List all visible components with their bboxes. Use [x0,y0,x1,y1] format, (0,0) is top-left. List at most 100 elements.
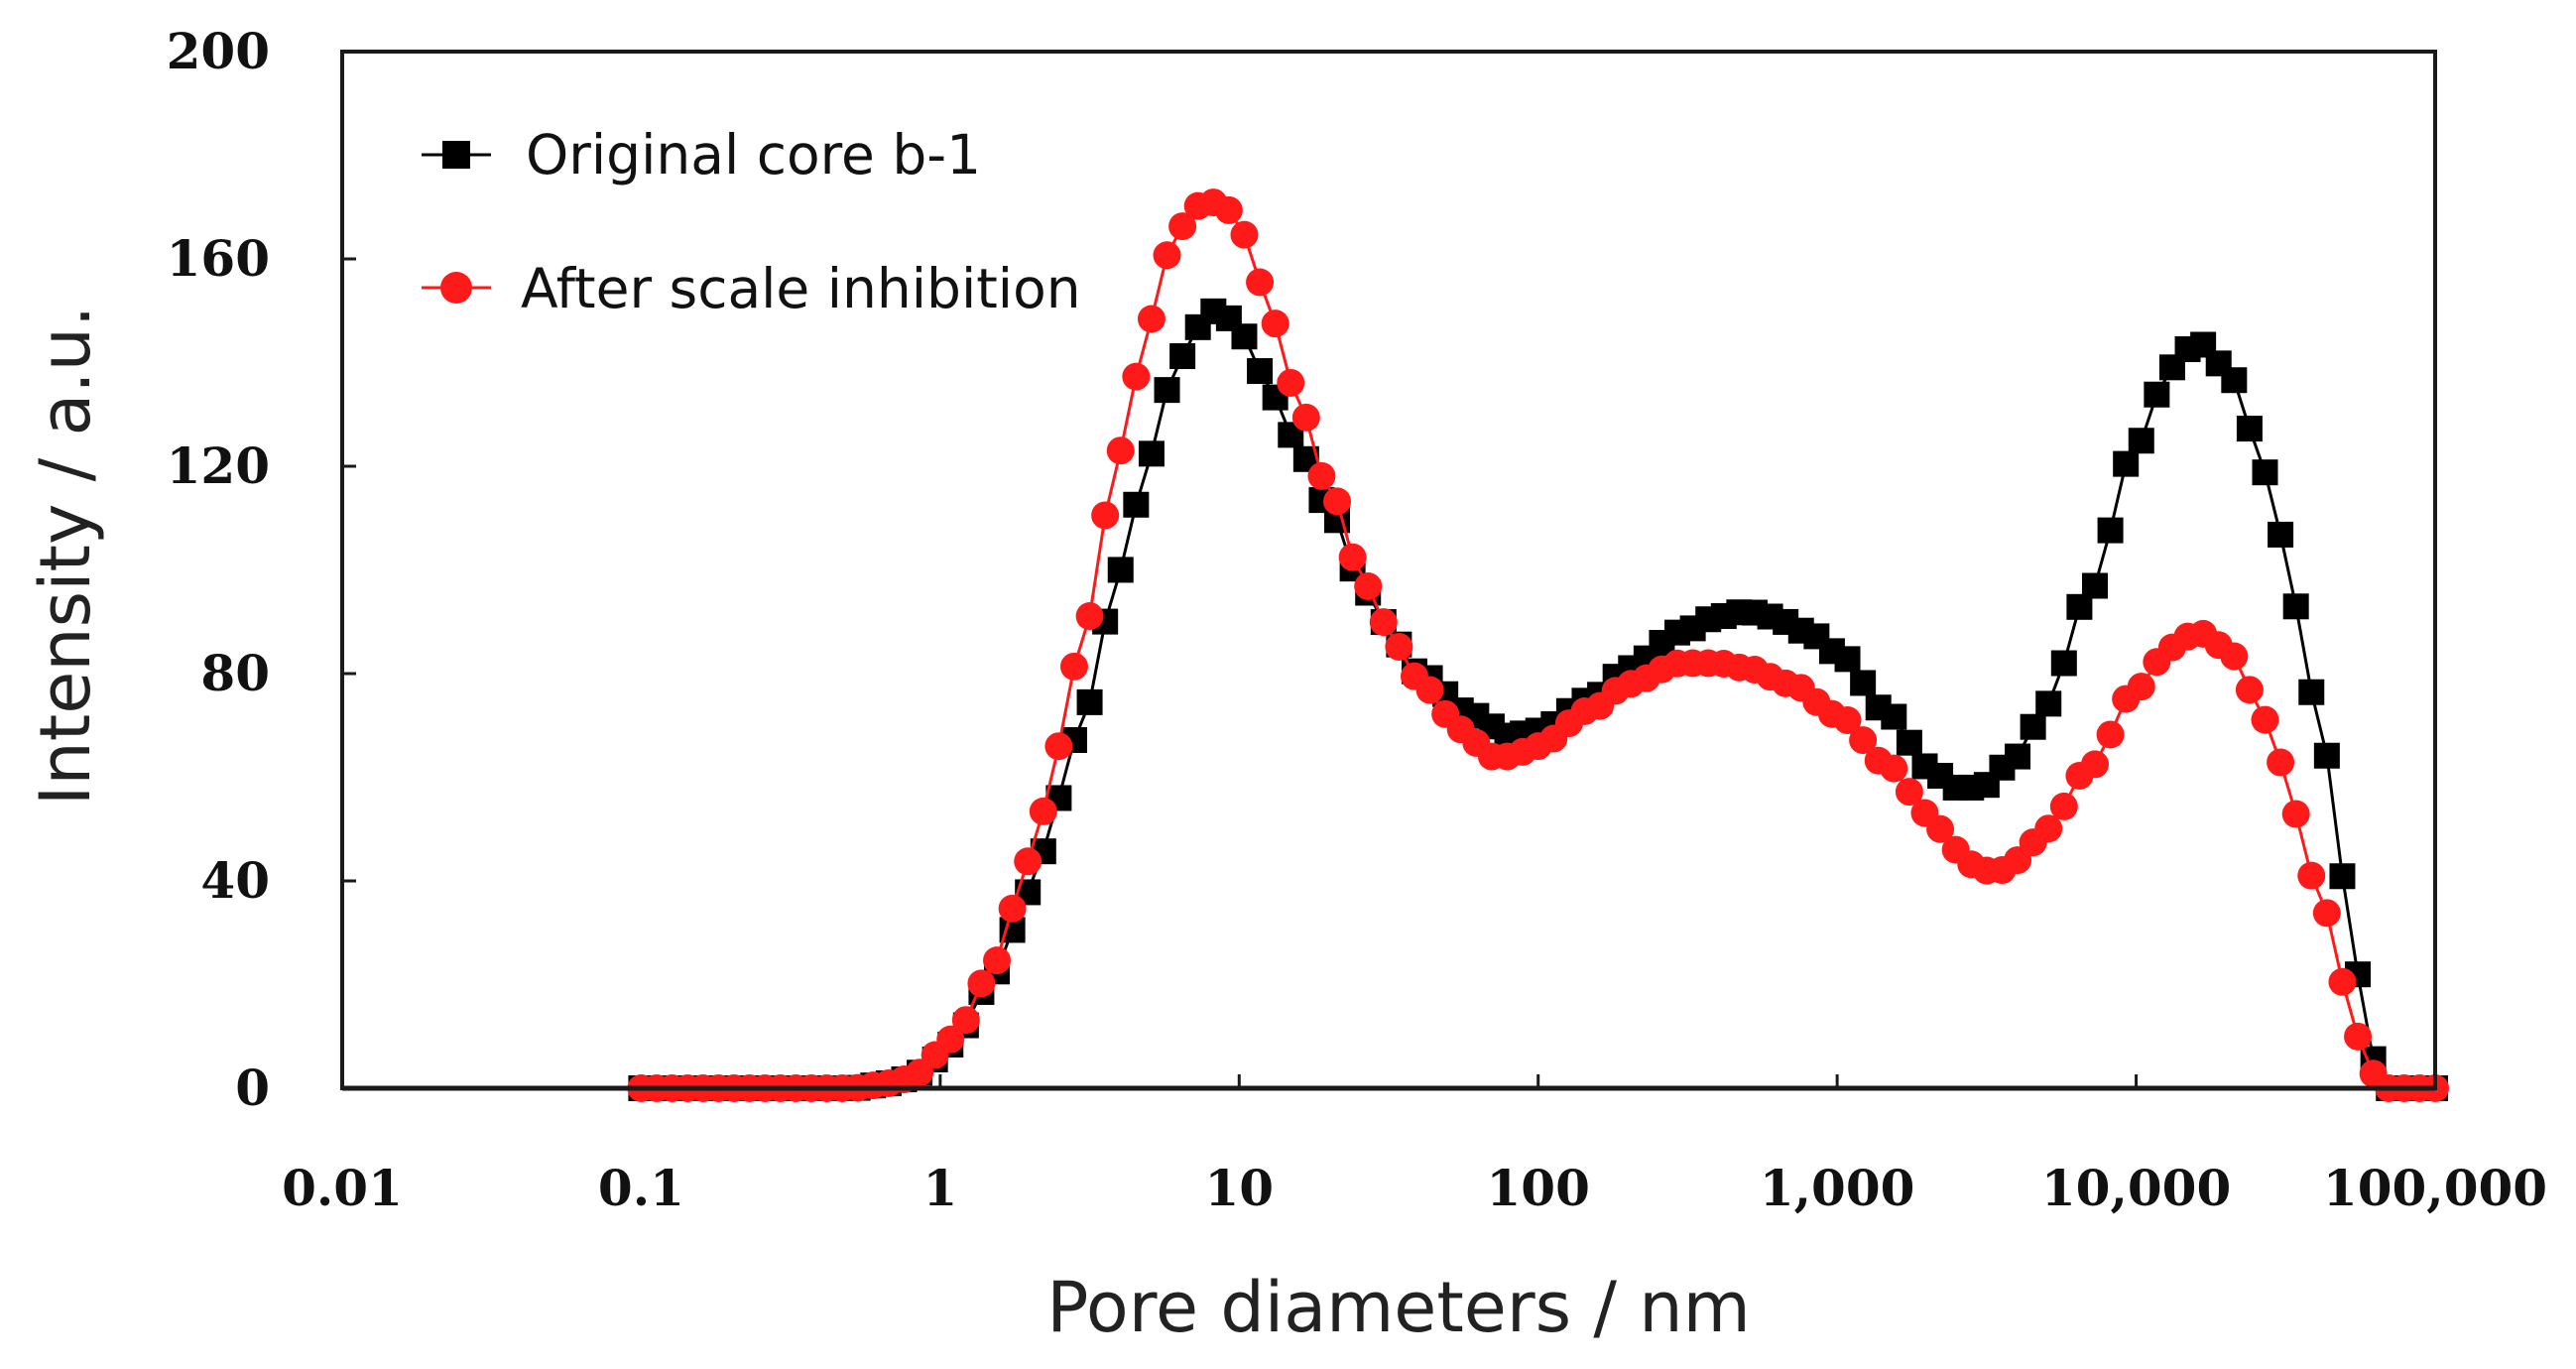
y-tick-label: 200 [167,22,270,80]
x-axis-title: Pore diameters / nm [1046,1267,1751,1348]
data-point-after [1230,220,1259,249]
data-point-after [1091,501,1120,530]
data-point-after [2328,967,2357,996]
data-point-after [1044,732,1073,761]
data-point-original [2097,517,2124,544]
data-point-after [1059,652,1088,681]
data-point-after [967,969,996,998]
data-point-after [1895,778,1923,807]
data-point-original [2268,521,2294,548]
data-point-original [2020,713,2046,740]
legend: Original core b-1 After scale inhibition [422,123,1081,320]
data-point-after [1168,212,1197,241]
legend-label-original: Original core b-1 [526,123,981,187]
data-point-original [2005,743,2031,770]
data-point-original [1107,557,1134,583]
data-point-after [2267,748,2295,777]
x-tick-label: 10,000 [2041,1159,2231,1217]
x-axis-tick-labels: 0.01 0.1 1 10 100 1,000 10,000 100,000 [282,1159,2547,1217]
x-tick-label: 100,000 [2323,1159,2547,1217]
data-point-after [1385,632,1413,661]
data-point-after [936,1025,965,1054]
data-point-original [2035,690,2062,717]
plot-frame [340,50,2437,1090]
data-point-after [2080,750,2109,779]
data-point-original [2113,450,2140,477]
y-tick-label: 80 [200,644,270,702]
data-point-after [1261,310,1289,338]
y-axis-title: Intensity / a.u. [25,306,106,807]
legend-entry-after: After scale inhibition [422,257,1081,320]
x-tick-label: 10 [1204,1159,1274,1217]
y-tick-label: 0 [235,1058,270,1117]
data-point-after [983,946,1012,975]
data-point-original [2236,416,2263,442]
data-point-after [1137,305,1165,333]
data-point-original [1138,440,1165,467]
y-tick-label: 40 [200,851,270,910]
data-point-after [1291,403,1320,432]
data-point-original [1881,703,1907,730]
data-point-after [1307,461,1336,490]
data-point-original [2081,572,2108,599]
data-point-after [1323,487,1352,516]
legend-marker-after [440,272,472,304]
x-tick-label: 1 [922,1159,957,1217]
y-tick-label: 120 [167,436,270,495]
data-point-after [1214,195,1243,224]
data-point-after [2344,1022,2373,1051]
data-point-original [1123,491,1150,518]
data-point-original [1247,358,1274,385]
series-after [627,188,2449,1102]
data-point-after [1277,368,1305,397]
data-point-after [2049,792,2078,820]
data-point-after [1833,706,1862,735]
data-point-original [1231,323,1258,350]
data-point-original [2329,863,2356,890]
data-point-after [2235,676,2264,704]
data-point-after [1849,726,1878,755]
y-tick-label: 160 [167,229,270,288]
data-point-original [1154,377,1180,404]
series-layer [627,188,2449,1102]
data-point-original [2050,650,2077,677]
data-point-after [1106,436,1135,465]
series-original [628,298,2448,1101]
data-point-original [1896,729,1922,756]
data-point-after [1926,814,1955,843]
data-point-original [1076,688,1103,715]
data-point-original [2144,381,2170,408]
x-tick-label: 100 [1487,1159,1590,1217]
data-point-original [2252,459,2278,486]
legend-entry-original: Original core b-1 [422,123,981,187]
data-point-original [1169,343,1196,370]
data-point-original [1850,670,1877,696]
data-point-after [1338,543,1367,571]
data-point-original [2298,679,2325,705]
y-axis-ticks [342,257,356,883]
data-point-after [1246,268,1275,297]
data-point-original [2128,428,2154,454]
y-axis-tick-labels: 0 40 80 120 160 200 [167,22,270,1117]
data-point-after [2281,800,2310,828]
data-point-original [2282,593,2309,620]
data-point-after [2220,642,2249,671]
data-point-original [2221,367,2248,394]
data-point-after [951,1006,980,1035]
data-point-original [2313,742,2340,769]
data-point-after [1122,362,1151,391]
data-point-after [2034,814,2063,843]
series-line-original [641,309,2435,1090]
x-tick-label: 0.1 [598,1159,684,1217]
legend-marker-original [442,141,470,169]
data-point-after [1075,602,1104,631]
data-point-after [1880,754,1908,783]
data-point-after [2297,861,2326,890]
data-point-after [2251,705,2279,734]
legend-label-after: After scale inhibition [521,257,1081,320]
data-point-after [2312,899,2341,928]
data-point-after [2096,720,2125,749]
data-point-after [1029,797,1057,825]
data-point-original [1834,646,1861,673]
